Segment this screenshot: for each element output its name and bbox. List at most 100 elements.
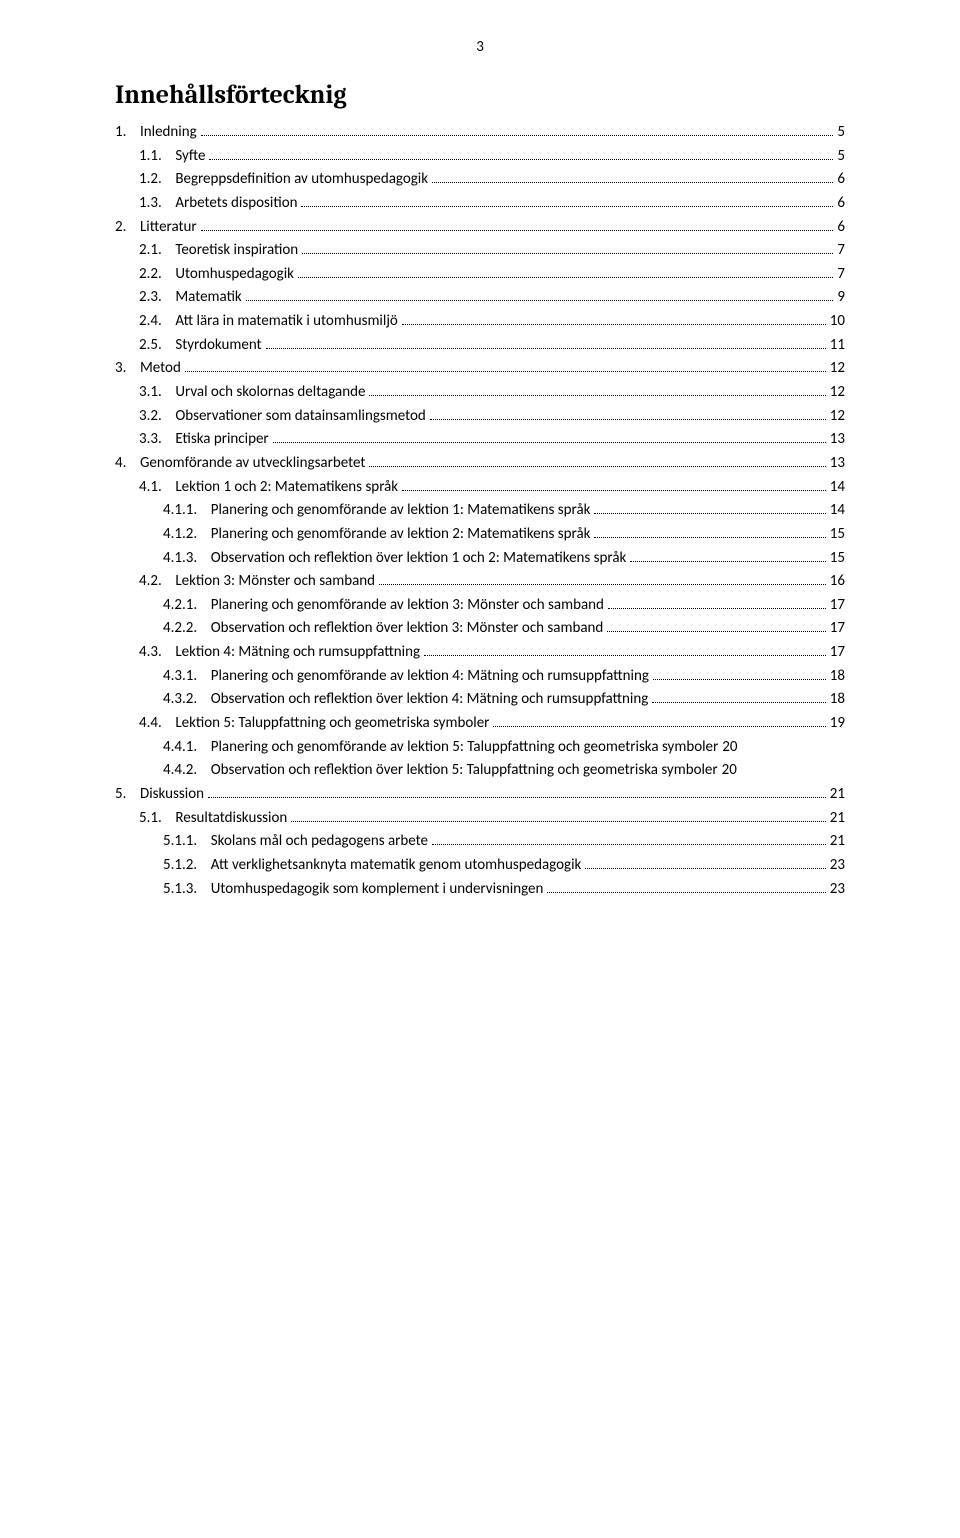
- toc-entry-title: Genomförande av utvecklingsarbetet: [140, 455, 367, 472]
- toc-entry-title: Metod: [140, 360, 183, 377]
- toc-entry-title: Styrdokument: [175, 337, 263, 354]
- toc-entry-number: 5.1.1.: [163, 833, 211, 850]
- toc-entry[interactable]: 2.4. Att lära in matematik i utomhusmilj…: [115, 313, 845, 330]
- toc-entry-number: 3.2.: [139, 408, 175, 425]
- toc-leader-dots: [379, 584, 826, 585]
- toc-leader-dots: [630, 561, 825, 562]
- toc-entry-number: 4.2.2.: [163, 620, 211, 637]
- toc-entry[interactable]: 4.4. Lektion 5: Taluppfattning och geome…: [115, 715, 845, 732]
- toc-entry-number: 4.4.1.: [163, 739, 211, 756]
- toc-leader-dots: [201, 230, 834, 231]
- toc-entry[interactable]: 2.1. Teoretisk inspiration7: [115, 242, 845, 259]
- toc-entry-number: 4.3.: [139, 644, 175, 661]
- toc-entry-number: 2.: [115, 219, 140, 236]
- toc-entry-page: 18: [828, 668, 845, 685]
- toc-entry-number: 1.: [115, 124, 140, 141]
- toc-entry-number: 4.3.1.: [163, 668, 211, 685]
- toc-entry-title: Arbetets disposition: [175, 195, 299, 212]
- toc-entry-number: 5.1.2.: [163, 857, 211, 874]
- toc-entry-number: 4.1.2.: [163, 526, 211, 543]
- toc-entry[interactable]: 4.4.1. Planering och genomförande av lek…: [115, 739, 845, 756]
- toc-entry[interactable]: 3.2. Observationer som datainsamlingsmet…: [115, 408, 845, 425]
- toc-entry-page: 20: [720, 762, 737, 779]
- toc-entry[interactable]: 5.1.3. Utomhuspedagogik som komplement i…: [115, 881, 845, 898]
- toc-entry-title: Lektion 3: Mönster och samband: [175, 573, 377, 590]
- toc-leader-dots: [402, 324, 826, 325]
- toc-entry-page: 21: [828, 786, 845, 803]
- toc-entry[interactable]: 4.3.2. Observation och reflektion över l…: [115, 691, 845, 708]
- toc-entry-page: 17: [828, 644, 845, 661]
- toc-leader-dots: [424, 655, 826, 656]
- toc-entry-number: 5.: [115, 786, 140, 803]
- toc-entry[interactable]: 4.4.2. Observation och reflektion över l…: [115, 762, 845, 779]
- toc-entry[interactable]: 3. Metod12: [115, 360, 845, 377]
- toc-entry-number: 3.: [115, 360, 140, 377]
- toc-entry-number: 3.3.: [139, 431, 175, 448]
- toc-entry[interactable]: 1.3. Arbetets disposition6: [115, 195, 845, 212]
- toc-entry-title: Att verklighetsanknyta matematik genom u…: [211, 857, 584, 874]
- toc-entry[interactable]: 4.1.1. Planering och genomförande av lek…: [115, 502, 845, 519]
- toc-entry-number: 4.4.: [139, 715, 175, 732]
- toc-entry[interactable]: 4.2. Lektion 3: Mönster och samband16: [115, 573, 845, 590]
- toc-entry-page: 7: [835, 266, 845, 283]
- toc-leader-dots: [493, 726, 825, 727]
- toc-entry-number: 1.3.: [139, 195, 175, 212]
- toc-entry-page: 14: [828, 502, 845, 519]
- toc-entry-title: Resultatdiskussion: [175, 810, 289, 827]
- toc-entry-title: Planering och genomförande av lektion 2:…: [211, 526, 593, 543]
- toc-entry-title: Utomhuspedagogik som komplement i underv…: [211, 881, 546, 898]
- toc-entry-page: 17: [828, 597, 845, 614]
- toc-entry-number: 4.2.: [139, 573, 175, 590]
- toc-leader-dots: [594, 537, 825, 538]
- toc-entry-title: Observation och reflektion över lektion …: [211, 691, 651, 708]
- toc-entry[interactable]: 4. Genomförande av utvecklingsarbetet13: [115, 455, 845, 472]
- toc-entry[interactable]: 1.1. Syfte5: [115, 148, 845, 165]
- toc-entry-page: 7: [835, 242, 845, 259]
- toc-entry[interactable]: 5.1.1. Skolans mål och pedagogens arbete…: [115, 833, 845, 850]
- toc-entry[interactable]: 1.2. Begreppsdefinition av utomhuspedago…: [115, 171, 845, 188]
- toc-entry[interactable]: 4.1.2. Planering och genomförande av lek…: [115, 526, 845, 543]
- toc-leader-dots: [369, 466, 825, 467]
- toc-entry[interactable]: 4.2.1. Planering och genomförande av lek…: [115, 597, 845, 614]
- toc-entry[interactable]: 1. Inledning5: [115, 124, 845, 141]
- toc-entry-title: Utomhuspedagogik: [175, 266, 296, 283]
- toc-entry-number: 1.2.: [139, 171, 175, 188]
- toc-entry-page: 13: [828, 455, 845, 472]
- toc-entry[interactable]: 5. Diskussion21: [115, 786, 845, 803]
- toc-entry[interactable]: 3.1. Urval och skolornas deltagande12: [115, 384, 845, 401]
- toc-entry-title: Skolans mål och pedagogens arbete: [211, 833, 430, 850]
- toc-entry-number: 2.5.: [139, 337, 175, 354]
- toc-entry[interactable]: 4.2.2. Observation och reflektion över l…: [115, 620, 845, 637]
- toc-entry-number: 4.1.: [139, 479, 175, 496]
- toc-entry[interactable]: 3.3. Etiska principer13: [115, 431, 845, 448]
- toc-leader-dots: [208, 797, 826, 798]
- toc-entry-title: Planering och genomförande av lektion 1:…: [211, 502, 593, 519]
- toc-entry[interactable]: 2. Litteratur6: [115, 219, 845, 236]
- toc-entry-title: Etiska principer: [175, 431, 270, 448]
- toc-entry[interactable]: 2.5. Styrdokument11: [115, 337, 845, 354]
- toc-entry-title: Observationer som datainsamlingsmetod: [175, 408, 427, 425]
- toc-entry-page: 15: [828, 550, 845, 567]
- toc-entry[interactable]: 4.3. Lektion 4: Mätning och rumsuppfattn…: [115, 644, 845, 661]
- table-of-contents: 1. Inledning5 1.1. Syfte5 1.2. Begreppsdef…: [115, 124, 845, 898]
- toc-entry-page: 23: [828, 881, 845, 898]
- toc-entry-page: 12: [828, 408, 845, 425]
- toc-leader-dots: [594, 513, 825, 514]
- toc-entry-title: Urval och skolornas deltagande: [175, 384, 367, 401]
- toc-entry[interactable]: 4.1.3. Observation och reflektion över l…: [115, 550, 845, 567]
- toc-entry-page: 12: [828, 384, 845, 401]
- toc-leader-dots: [273, 442, 826, 443]
- toc-leader-dots: [301, 206, 833, 207]
- toc-entry-page: 19: [828, 715, 845, 732]
- toc-leader-dots: [246, 300, 834, 301]
- toc-entry[interactable]: 4.3.1. Planering och genomförande av lek…: [115, 668, 845, 685]
- toc-entry[interactable]: 5.1.2. Att verklighetsanknyta matematik …: [115, 857, 845, 874]
- toc-entry-title: Litteratur: [140, 219, 199, 236]
- toc-entry[interactable]: 4.1. Lektion 1 och 2: Matematikens språk…: [115, 479, 845, 496]
- toc-entry[interactable]: 2.3. Matematik9: [115, 289, 845, 306]
- toc-entry-number: 5.1.3.: [163, 881, 211, 898]
- toc-entry-number: 2.1.: [139, 242, 175, 259]
- toc-entry[interactable]: 2.2. Utomhuspedagogik7: [115, 266, 845, 283]
- toc-entry-page: 18: [828, 691, 845, 708]
- toc-entry[interactable]: 5.1. Resultatdiskussion21: [115, 810, 845, 827]
